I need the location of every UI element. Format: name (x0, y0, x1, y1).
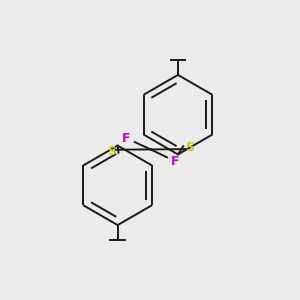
Text: S: S (107, 145, 116, 158)
Text: F: F (122, 132, 131, 145)
Text: F: F (171, 155, 180, 168)
Text: S: S (185, 141, 194, 154)
